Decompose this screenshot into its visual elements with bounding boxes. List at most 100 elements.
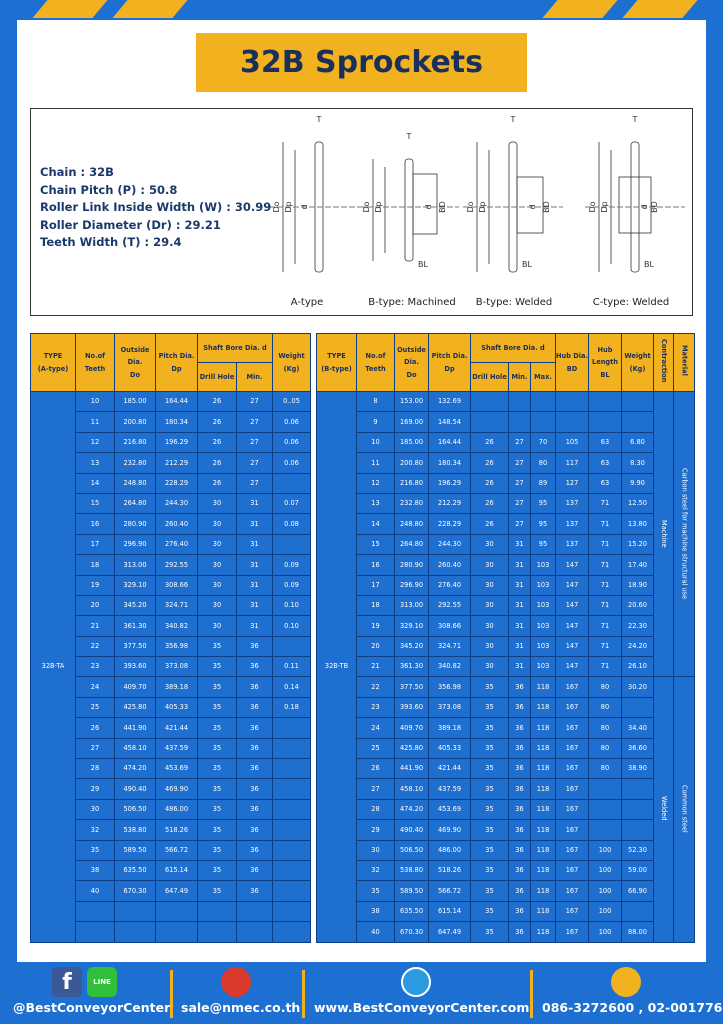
data-row: 29 490.40 469.90 35 36 118 167 [317,819,695,841]
data-cell: 19 [356,615,395,637]
data-row: 19 329.10 308.66 30 31 103 147 71 22.30 [317,615,695,637]
data-cell: 80 [588,717,622,739]
data-cell: 40 [75,880,115,902]
data-cell: 14 [356,513,395,535]
data-cell: 71 [588,492,622,515]
data-cell: 437.59 [155,737,198,760]
data-cell: 66.90 [621,880,654,902]
group-cell: Common steel [673,676,695,943]
data-cell: 36 [508,880,531,902]
data-cell: 35 [470,676,509,698]
data-cell: 118 [530,696,556,719]
data-cell: 486.00 [428,839,471,861]
data-cell: 36 [236,839,273,861]
data-cell: 147 [555,635,589,658]
data-cell: 36 [508,900,531,923]
data-cell [555,411,589,433]
data-cell: 89 [530,472,556,494]
data-row: 25 425.80 405.33 35 36 118 167 80 36.60 [317,737,695,760]
data-row: 17 296.90 276.40 30 31 103 147 71 18.90 [317,574,695,596]
data-cell: 13 [356,492,395,515]
email[interactable]: sale@nmec.co.th [181,1000,301,1015]
facebook[interactable]: @BestConveyorCenter [13,1000,171,1015]
data-cell: 169.00 [394,411,429,433]
data-cell: 26 [356,758,395,780]
data-cell: 490.40 [114,778,156,800]
dim-label: BL [418,260,428,269]
data-cell: 393.60 [114,656,156,678]
header-row: TYPE (A-type) No.of Teeth Outside Dia. Do Pitch… [30,333,311,392]
website[interactable]: www.BestConveyorCenter.com [314,1000,530,1015]
data-cell: 35 [470,798,509,821]
phone[interactable]: 086-3272600 , 02-0017766 [542,1000,723,1015]
data-cell: 63 [588,452,622,474]
data-row: 27 458.10 437.59 35 36 [31,737,311,760]
data-cell: 345.20 [114,594,156,617]
data-cell: 24 [356,717,395,739]
header-text: Pitch Dia. [431,351,468,360]
data-cell: 118 [530,921,556,943]
data-cell: 36 [236,880,273,902]
data-cell: 469.90 [155,778,198,800]
data-cell: 377.50 [114,635,156,658]
data-cell: 36 [508,859,531,882]
data-cell: 30 [197,574,237,596]
data-cell: 80 [530,452,556,474]
data-cell [272,737,311,760]
data-cell: 27 [236,411,273,433]
data-cell: 0.18 [272,696,311,719]
dim-label: Dp [374,201,383,212]
data-cell: 185.00 [114,390,156,413]
data-cell: 28 [356,798,395,821]
data-cell: 40 [356,921,395,943]
data-row: 27 458.10 437.59 35 36 118 167 [317,778,695,800]
data-cell: 8.30 [621,452,654,474]
data-cell [197,900,237,923]
header-text: Material [680,344,689,376]
data-cell: 458.10 [394,778,429,800]
spec-table: TYPE (B-type) No.of Teeth Outside Dia. Do Pitch… [316,333,695,943]
data-cell: 27 [356,778,395,800]
header-row: TYPE (B-type) No.of Teeth Outside Dia. Do Pitch… [316,333,695,392]
data-cell: 469.90 [428,819,471,841]
data-row: 19 329.10 308.66 30 31 0.09 [31,574,311,596]
header-text: Outside [120,345,150,354]
data-cell: 147 [555,574,589,596]
data-cell: 167 [555,819,589,841]
data-cell: 437.59 [428,778,471,800]
data-cell: 167 [555,778,589,800]
separator [302,970,305,1018]
header-cell: Drill Hole [197,362,237,392]
data-cell: 15.20 [621,533,654,556]
data-cell: 118 [530,900,556,923]
email-icon [221,967,251,997]
spec-line: Teeth Width (T) : 29.4 [40,235,182,249]
data-cell: 324.71 [428,635,471,658]
data-row: 22 377.50 356.98 35 36 118 167 80 30.20 Welded Com… [317,676,695,943]
dim-label: d [640,204,649,209]
dim-label: Do [466,201,475,212]
data-cell: 30 [197,533,237,556]
data-cell: 389.18 [155,676,198,698]
data-cell: 167 [555,921,589,943]
header-text: Contraction [659,338,668,382]
data-cell: 31 [508,656,531,678]
data-cell: 647.49 [428,921,471,943]
data-cell: 167 [555,758,589,780]
data-cell [621,819,654,841]
data-cell [272,880,311,902]
type-cell: 32B-TA [30,391,76,943]
data-cell: 35 [197,717,237,739]
data-cell: 30 [470,594,509,617]
data-cell [114,921,156,943]
data-cell: 453.69 [155,758,198,780]
data-cell: 118 [530,758,556,780]
data-cell: 13 [75,452,115,474]
data-cell: 24 [75,676,115,698]
data-cell: 421.44 [428,758,471,780]
data-cell: 95 [530,513,556,535]
data-row: 35 589.50 566.72 35 36 118 167 100 66.90 [317,880,695,902]
data-cell: 36 [236,635,273,658]
data-cell: 35 [470,819,509,841]
data-cell: 132.69 [428,390,471,413]
